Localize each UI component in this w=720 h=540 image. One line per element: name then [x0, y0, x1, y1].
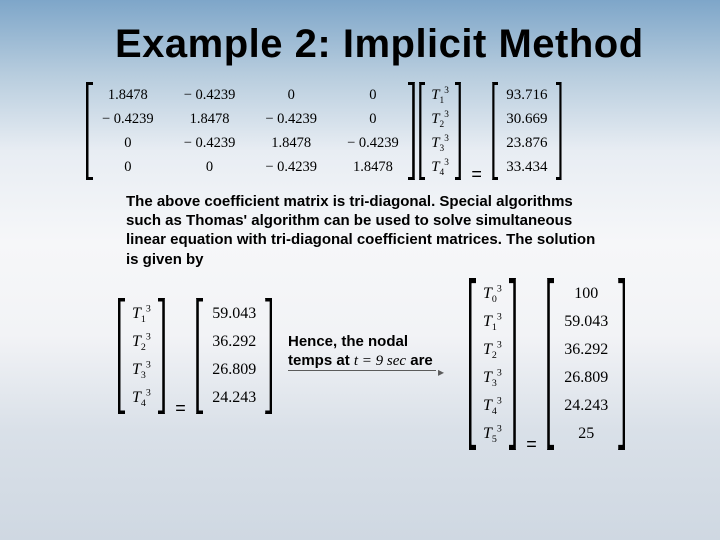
mid-text-line1: Hence, the nodal	[288, 333, 408, 350]
vector-T-eq1: T13T23T33T43	[419, 82, 461, 180]
connector-arrow: ▸	[438, 365, 444, 379]
slide-title: Example 2: Implicit Method	[115, 22, 644, 67]
equation-1: 1.8478− 0.423900− 0.42391.8478− 0.423900…	[86, 82, 562, 185]
mid-text-line2b: are	[406, 352, 433, 369]
matrix-A: 1.8478− 0.423900− 0.42391.8478− 0.423900…	[86, 82, 415, 180]
mid-text: Hence, the nodal temps at t = 9 sec are	[288, 332, 433, 371]
equals-sign: =	[169, 398, 192, 418]
equation-2: T13T23T33T43 = 59.04336.29226.80924.243	[118, 298, 272, 419]
vector-b: 93.71630.66923.87633.434	[492, 82, 561, 180]
connector-line	[288, 370, 436, 371]
mid-text-line2a: temps at	[288, 352, 354, 369]
equation-3: T03T13T23T33T43T53 = 10059.04336.29226.8…	[469, 278, 625, 455]
vector-sol-eq2: 59.04336.29226.80924.243	[196, 298, 272, 414]
time-condition: t = 9 sec	[354, 353, 406, 369]
paragraph: The above coefficient matrix is tri-diag…	[126, 192, 596, 269]
equals-sign: =	[520, 434, 543, 454]
vector-T-eq3: T03T13T23T33T43T53	[469, 278, 516, 450]
vector-T-eq2: T13T23T33T43	[118, 298, 165, 414]
vector-sol-eq3: 10059.04336.29226.80924.24325	[547, 278, 625, 450]
equals-sign: =	[465, 164, 488, 184]
